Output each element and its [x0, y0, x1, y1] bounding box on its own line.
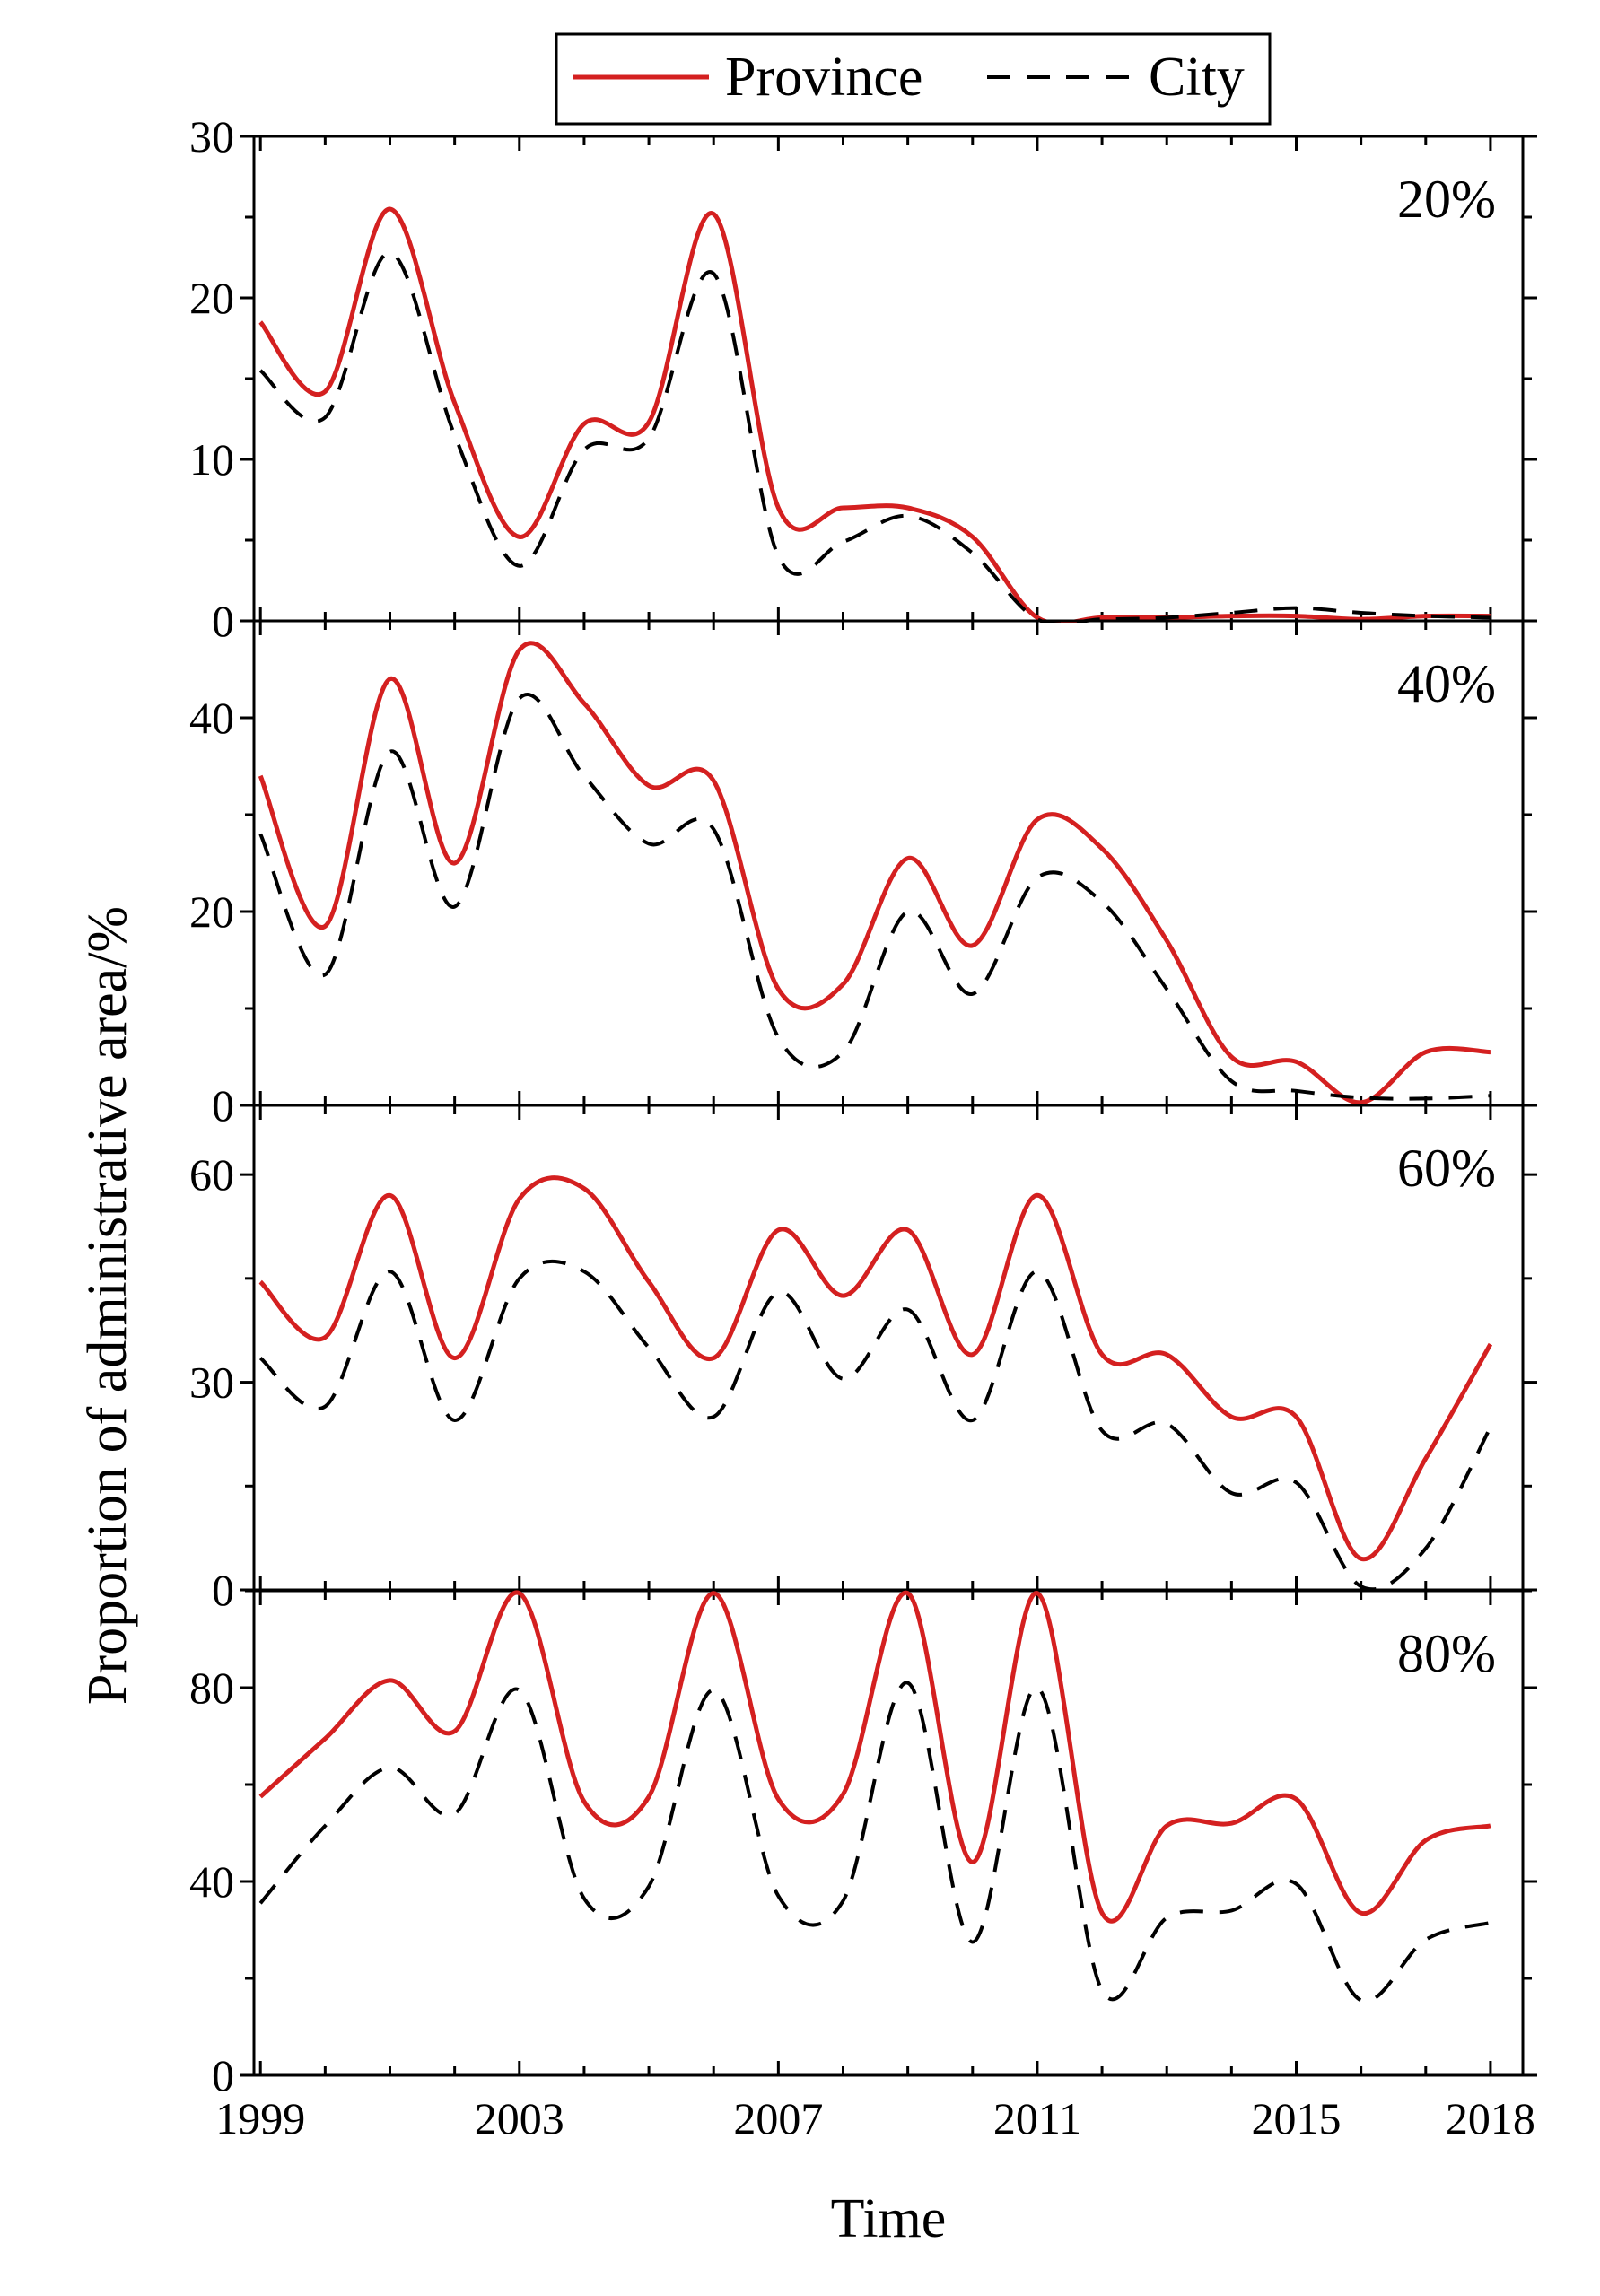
y-tick-label: 60 — [189, 1149, 234, 1200]
x-tick-label: 1999 — [215, 2093, 305, 2143]
legend-city-label: City — [1149, 47, 1245, 108]
y-tick-label: 40 — [189, 693, 234, 743]
y-tick-label: 40 — [189, 1856, 234, 1907]
x-tick-labels: 1999 2003 2007 2011 2015 2018 — [215, 2093, 1535, 2143]
panel-frame — [252, 619, 1525, 1107]
x-tick-label: 2011 — [993, 2093, 1081, 2143]
y-tick-label: 30 — [189, 111, 234, 162]
x-axis-title: Time — [831, 2188, 947, 2249]
y-axis-title: Proportion of administrative area/% — [77, 906, 138, 1705]
x-tick-label: 2003 — [475, 2093, 564, 2143]
y-tick-label: 0 — [212, 2050, 234, 2100]
panel-frame — [252, 1589, 1525, 2077]
y-tick-label: 20 — [189, 273, 234, 323]
y-tick-label: 30 — [189, 1358, 234, 1408]
series-province-line — [258, 1590, 1491, 1924]
series-province-line — [258, 206, 1491, 623]
legend-province-label: Province — [725, 47, 922, 108]
y-tick-label: 10 — [189, 434, 234, 485]
panel-label: 40% — [1397, 654, 1496, 713]
panel-2: 0 20 40 40% — [189, 619, 1537, 1131]
y-tick-label: 20 — [189, 886, 234, 937]
series-province-line — [258, 1175, 1493, 1562]
x-tick-label: 2007 — [733, 2093, 823, 2143]
y-tick-label: 0 — [212, 596, 234, 646]
series-city-line — [258, 1681, 1491, 2004]
panels: 0 10 20 30 20% 0 20 40 40% 0 30 60 60% 0 40 80 80% — [189, 111, 1537, 2100]
series-city-line — [258, 250, 1491, 623]
panel-label: 80% — [1397, 1624, 1496, 1683]
y-tick-label: 80 — [189, 1663, 234, 1713]
series-city-line — [258, 1259, 1492, 1592]
panel-1: 0 10 20 30 20% — [189, 111, 1537, 646]
panel-label: 60% — [1397, 1139, 1496, 1198]
series-city-line — [258, 693, 1491, 1101]
panel-4: 0 40 80 80% — [189, 1589, 1537, 2100]
panel-3: 0 30 60 60% — [189, 1104, 1537, 1615]
y-tick-label: 0 — [212, 1080, 234, 1131]
x-tick-label: 2018 — [1446, 2093, 1535, 2143]
series-province-line — [258, 641, 1491, 1105]
x-tick-label: 2015 — [1252, 2093, 1342, 2143]
panel-label: 20% — [1397, 170, 1496, 229]
legend: Province City — [555, 32, 1272, 126]
y-tick-label: 0 — [212, 1565, 234, 1615]
